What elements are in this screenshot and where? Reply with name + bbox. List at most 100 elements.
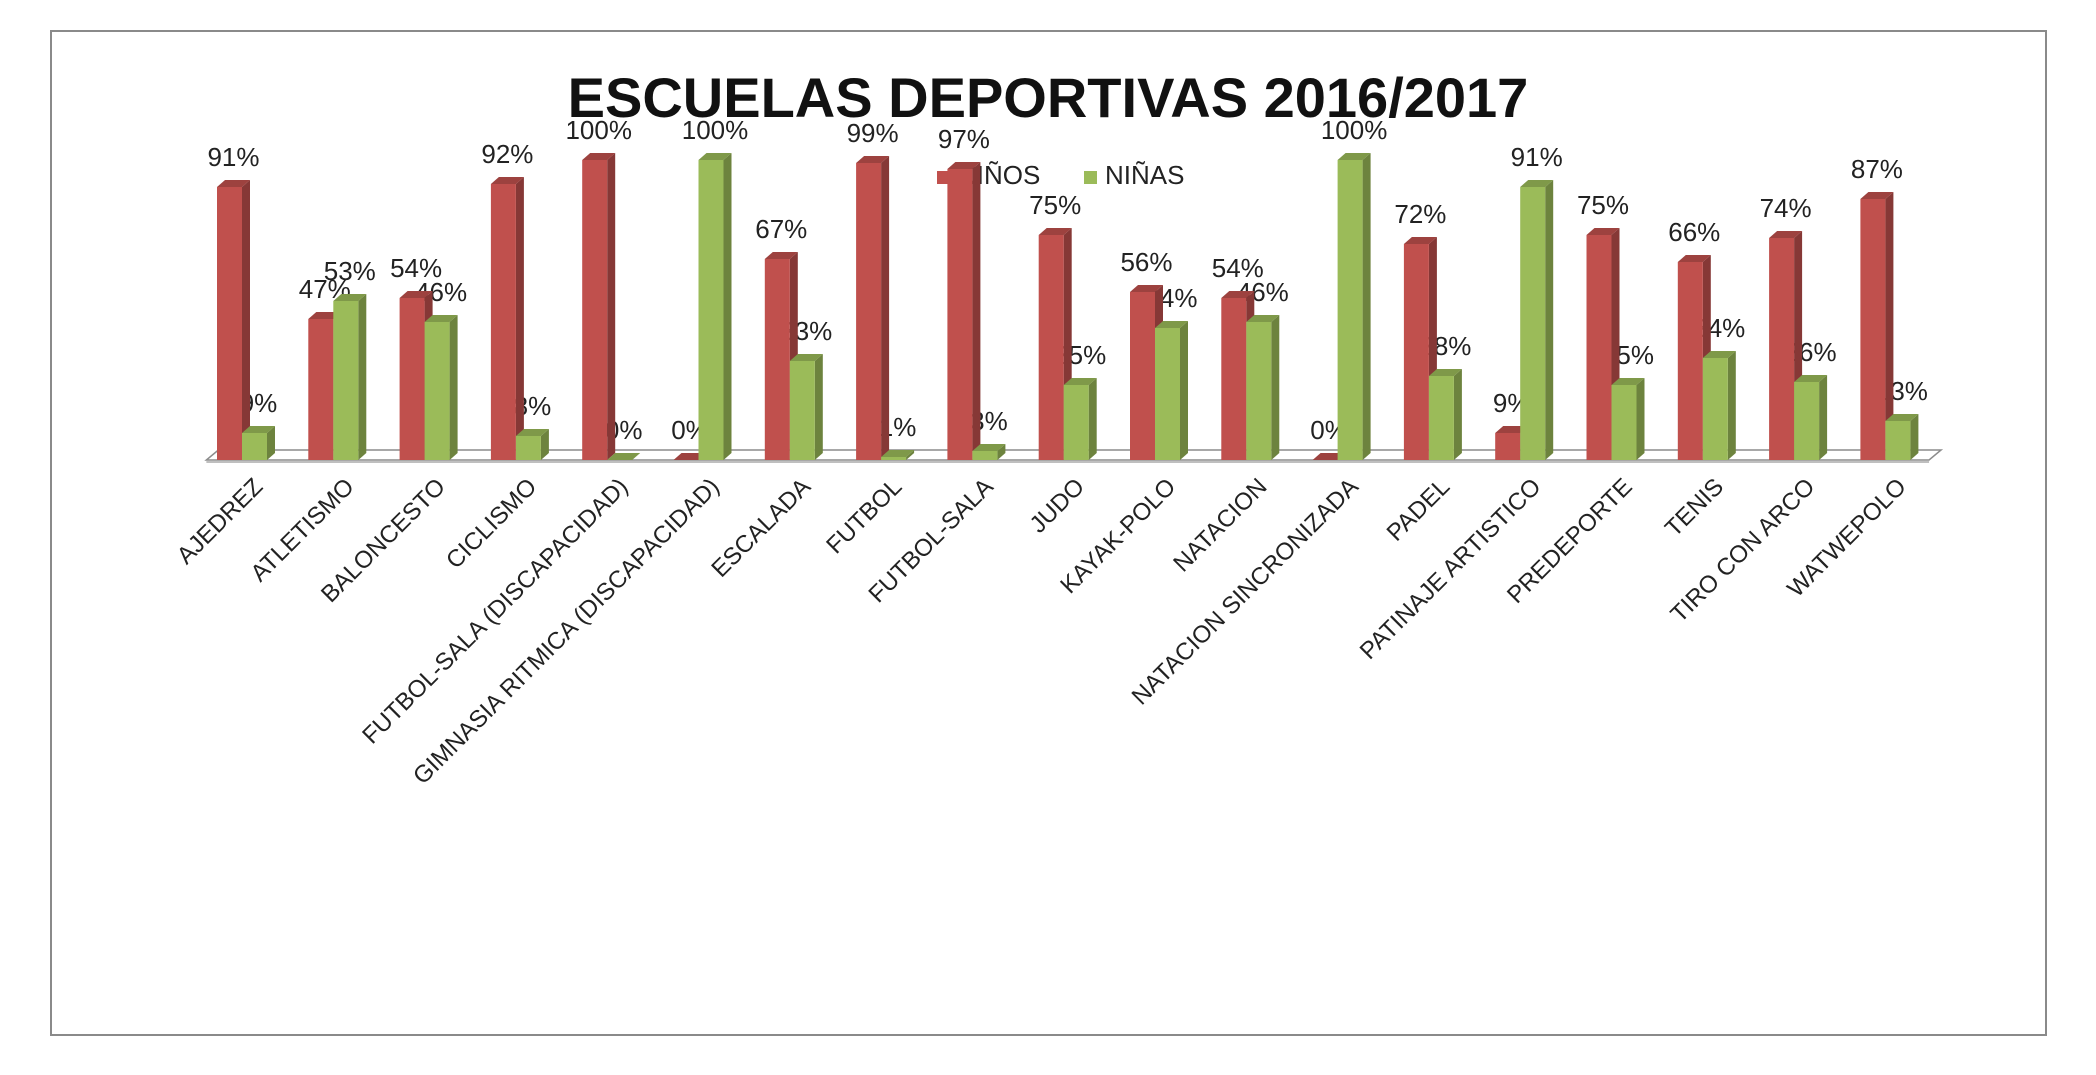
bar-ninas-1 [333, 294, 367, 460]
bar-front [1495, 433, 1521, 460]
bar-front [1520, 187, 1546, 460]
bar-front [1611, 385, 1637, 460]
bar-side [242, 180, 250, 460]
bar-side [358, 294, 367, 460]
bar-top [399, 291, 433, 298]
bar-ninas-6 [789, 354, 823, 460]
bar-top [881, 450, 915, 457]
bar-front [308, 319, 334, 460]
data-label-ninos-0: 91% [207, 142, 259, 172]
bar-ninos-18 [1860, 192, 1894, 460]
bar-ninas-15 [1611, 378, 1645, 460]
bar-front [399, 298, 425, 460]
bar-side [723, 153, 732, 460]
category-label-6: ESCALADA [706, 473, 816, 583]
bar-top [333, 294, 367, 301]
bar-ninos-7 [856, 156, 890, 460]
data-label-ninos-17: 74% [1760, 193, 1812, 223]
bar-front [242, 433, 267, 460]
bar-ninos-3 [490, 177, 524, 460]
data-label-ninos-6: 67% [755, 214, 807, 244]
bar-front [856, 163, 882, 460]
bar-side [515, 177, 524, 460]
bar-front [1677, 262, 1703, 460]
bar-front [1403, 244, 1429, 460]
bar-top [242, 426, 275, 433]
bar-top [1702, 351, 1736, 358]
bar-top [1428, 369, 1462, 376]
bar-front [490, 184, 516, 460]
bar-ninas-9 [1063, 378, 1097, 460]
bar-top [764, 252, 798, 259]
legend-swatch-ninos [937, 171, 950, 184]
bar-ninas-4 [607, 453, 641, 460]
data-label-ninas-5: 100% [682, 115, 749, 145]
bar-side [1885, 192, 1894, 460]
bar-ninas-2 [424, 315, 458, 460]
chart-frame: ESCUELAS DEPORTIVAS 2016/2017 NIÑOS NIÑA… [50, 30, 2047, 1036]
bar-front [1221, 298, 1247, 460]
bar-front [1428, 376, 1454, 460]
bar-top [947, 162, 981, 169]
bar-top [673, 453, 707, 460]
bar-side [997, 444, 1006, 460]
bar-ninas-7 [881, 450, 915, 460]
bar-front [789, 361, 815, 460]
category-label-9: JUDO [1025, 473, 1090, 538]
bar-ninas-8 [972, 444, 1006, 460]
bar-top [1246, 315, 1280, 322]
bar-front [582, 160, 608, 460]
bar-top [856, 156, 890, 163]
bar-top [1130, 285, 1163, 292]
bar-top [1038, 228, 1072, 235]
plot-area: 91%9%47%53% 54%46%92%8%100%0% 0%100%67%33%… [172, 115, 1944, 790]
data-label-ninas-14: 91% [1511, 142, 1563, 172]
data-label-ninos-16: 66% [1668, 217, 1720, 247]
data-label-ninos-10: 56% [1120, 247, 1172, 277]
bar-side [1636, 378, 1645, 460]
bar-top [1337, 153, 1371, 160]
bar-top [1221, 291, 1255, 298]
data-label-ninos-13: 72% [1394, 199, 1446, 229]
bar-front [333, 301, 359, 460]
bar-front [515, 436, 541, 460]
bar-front [1586, 235, 1612, 460]
bar-front [424, 322, 450, 460]
bar-top [308, 312, 342, 319]
bar-ninas-5 [698, 153, 732, 460]
bar-side [540, 429, 549, 460]
category-label-13: PADEL [1382, 473, 1455, 546]
bar-ninas-18 [1885, 414, 1919, 460]
bar-front [1860, 199, 1886, 460]
bar-top [607, 453, 641, 460]
bar-ninos-1 [308, 312, 342, 460]
chart-title: ESCUELAS DEPORTIVAS 2016/2017 [568, 66, 1529, 129]
bar-ninas-3 [515, 429, 549, 460]
bar-front [1794, 382, 1820, 460]
bar-front [1130, 292, 1155, 460]
bar-top [582, 153, 616, 160]
bar-side [449, 315, 458, 460]
bar-top [789, 354, 823, 361]
data-label-ninos-8: 97% [938, 124, 990, 154]
bar-top [1520, 180, 1554, 187]
bar-ninas-16 [1702, 351, 1736, 460]
bar-ninas-10 [1155, 321, 1188, 460]
bar-front [1063, 385, 1089, 460]
bar-top [1063, 378, 1097, 385]
bar-front [698, 160, 724, 460]
bar-front [1155, 328, 1180, 460]
bar-front [217, 187, 242, 460]
bar-side [1819, 375, 1828, 460]
bar-side [267, 426, 275, 460]
bar-top [1495, 426, 1529, 433]
bar-top [424, 315, 458, 322]
bar-side [607, 153, 616, 460]
data-label-ninos-15: 75% [1577, 190, 1629, 220]
bar-front [1769, 238, 1795, 460]
bar-front [764, 259, 790, 460]
bar-top [1794, 375, 1828, 382]
bar-side [1088, 378, 1097, 460]
bar-ninos-8 [947, 162, 981, 460]
bar-side [1180, 321, 1188, 460]
